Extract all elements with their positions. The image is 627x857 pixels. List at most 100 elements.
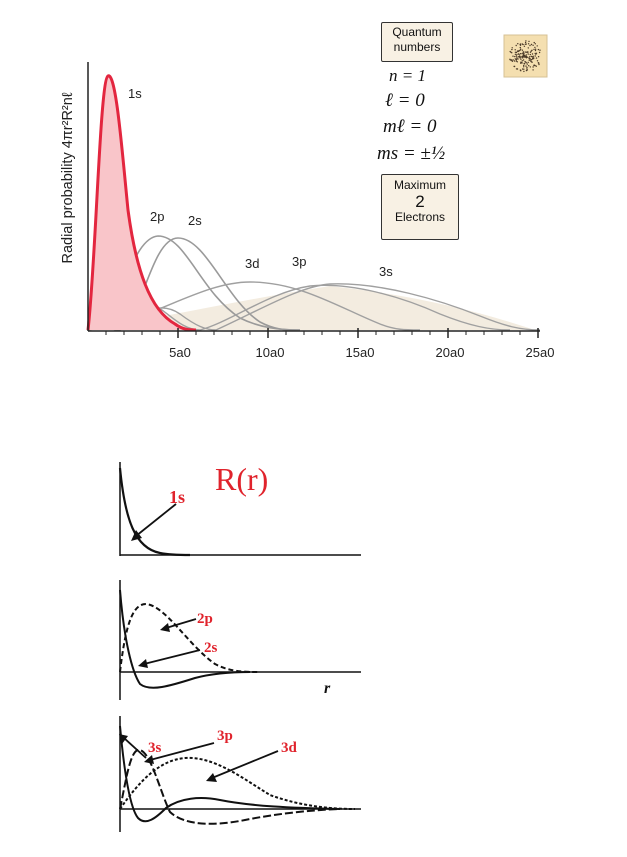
cloud-dot <box>527 51 529 53</box>
cloud-dot <box>525 40 527 42</box>
label-r-2s: 2s <box>204 640 218 656</box>
cloud-dot <box>521 49 524 51</box>
curve-r-3p <box>119 749 341 825</box>
cloud-dot <box>521 55 524 57</box>
cloud-dot <box>534 52 536 55</box>
cloud-dot <box>524 43 526 45</box>
cloud-dot <box>529 58 531 60</box>
cloud-dot <box>533 64 535 67</box>
cloud-dot <box>521 68 524 70</box>
cloud-dot <box>527 43 530 45</box>
cloud-dot <box>516 61 518 63</box>
maximum-electrons-box: Maximum 2 Electrons <box>381 174 459 240</box>
arrowhead-icon <box>160 623 170 632</box>
cloud-dot <box>535 57 538 59</box>
cloud-dot <box>534 48 537 50</box>
cloud-dot <box>529 44 531 47</box>
cloud-dot <box>528 57 530 59</box>
cloud-dot <box>523 68 525 70</box>
cloud-dot <box>523 53 525 56</box>
cloud-dot <box>535 65 537 67</box>
arrow-2p <box>165 618 197 629</box>
cloud-dot <box>516 56 518 58</box>
y-axis-label: Radial probability 4πr²R²nℓ <box>60 92 76 264</box>
cloud-dot <box>519 43 521 46</box>
cloud-dot <box>515 60 517 62</box>
cloud-dot <box>537 62 540 64</box>
cloud-dot <box>523 62 525 65</box>
cloud-dot <box>515 44 517 47</box>
arrow-3s <box>123 737 147 759</box>
cloud-dot <box>517 43 519 45</box>
max-box-line1: Maximum <box>393 178 446 192</box>
label-1s: 1s <box>128 86 142 101</box>
label-3s: 3s <box>379 264 393 279</box>
cloud-dot <box>524 41 527 44</box>
r-of-r-title: R(r) <box>215 461 268 497</box>
label-3d: 3d <box>245 256 259 271</box>
quantum-box-line1: Quantum <box>392 25 442 39</box>
cloud-dot <box>528 40 530 43</box>
cloud-dot <box>521 61 523 64</box>
cloud-dot <box>514 58 516 60</box>
label-2s: 2s <box>188 213 202 228</box>
cloud-dot <box>521 60 523 62</box>
arrow-3d <box>211 750 279 779</box>
cloud-dot <box>534 49 537 52</box>
r-axis-label: r <box>324 680 331 697</box>
cloud-dot <box>512 59 514 61</box>
cloud-dot <box>520 62 522 64</box>
cloud-dot <box>537 56 540 58</box>
cloud-dot <box>517 58 519 60</box>
cloud-dot <box>539 49 541 51</box>
cloud-dot <box>511 59 513 62</box>
cloud-dot <box>514 55 516 58</box>
cloud-dot <box>527 53 529 55</box>
background-fill <box>88 286 535 330</box>
cloud-dot <box>523 45 526 47</box>
top-plot: 5a0 10a0 15a0 20a0 25a0 1s 2p 2s 3d 3p 3… <box>86 62 554 360</box>
cloud-dot <box>525 54 527 56</box>
cloud-dot <box>529 53 531 56</box>
cloud-dot <box>520 58 522 60</box>
cloud-dot <box>511 48 513 51</box>
arrowhead-icon <box>206 773 217 782</box>
cloud-dot <box>536 45 538 47</box>
label-r-2p: 2p <box>197 611 213 627</box>
x-tick-label: 5a0 <box>169 345 191 360</box>
cloud-dot <box>523 66 525 68</box>
curve-r-2s <box>119 589 251 689</box>
label-r-3p: 3p <box>217 728 233 744</box>
cloud-dot <box>514 53 517 55</box>
cloud-dot <box>538 51 541 54</box>
cloud-dot <box>532 44 534 46</box>
arrowhead-icon <box>144 755 154 764</box>
cloud-dot <box>516 58 518 60</box>
cloud-dot <box>530 43 533 46</box>
cloud-dot <box>515 68 518 70</box>
curve-r-1s <box>118 467 191 557</box>
curve-r-3s <box>119 725 341 823</box>
cloud-dot <box>532 57 534 60</box>
label-r-3d: 3d <box>281 740 298 756</box>
cloud-dot <box>534 43 536 45</box>
cloud-dot <box>537 48 540 51</box>
x-tick-label: 15a0 <box>346 345 375 360</box>
x-axis-ticks <box>105 328 539 338</box>
cloud-dot <box>535 52 538 54</box>
cloud-dot <box>514 51 517 53</box>
label-r-3s: 3s <box>148 740 162 756</box>
quantum-box-line2: numbers <box>393 40 441 54</box>
cloud-dot <box>512 55 514 57</box>
cloud-dot <box>524 61 527 63</box>
cloud-dot <box>530 50 532 52</box>
cloud-dot <box>511 47 513 49</box>
plot-3s-3p-3d: 3s 3p 3d <box>119 716 361 832</box>
cloud-dot <box>526 68 528 70</box>
quantum-numbers-box: Quantum numbers <box>381 22 453 62</box>
curve-r-2p <box>119 602 261 673</box>
cloud-dot <box>516 50 519 52</box>
cloud-dot <box>517 56 520 58</box>
